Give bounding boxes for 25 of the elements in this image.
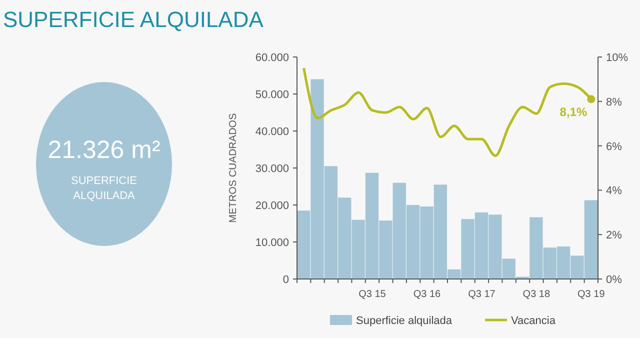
text: 21.326 m² bbox=[48, 136, 160, 164]
x-tick-label: Q3 16 bbox=[413, 289, 442, 300]
text: SUPERFICIE ALQUILADA bbox=[70, 175, 138, 202]
y2-tick-label: 0% bbox=[606, 274, 622, 286]
x-tick-label: Q3 18 bbox=[522, 289, 550, 300]
y2-tick-label: 10% bbox=[606, 52, 628, 64]
y-tick-label: 10.000 bbox=[255, 237, 289, 249]
x-tick-label: Q3 15 bbox=[358, 289, 386, 300]
data-label: 8,1% bbox=[560, 105, 588, 120]
y-tick-label: 60.000 bbox=[255, 52, 289, 64]
y2-tick-label: 4% bbox=[606, 185, 622, 198]
y-tick-label: 0 bbox=[282, 274, 289, 286]
x-tick-label: Q3 17 bbox=[468, 289, 496, 300]
y2-tick-label: 8% bbox=[606, 96, 622, 108]
y2-tick-label: 6% bbox=[606, 140, 622, 153]
x-tick-label: Q3 19 bbox=[578, 289, 606, 300]
y-tick-label: 50.000 bbox=[255, 89, 289, 101]
y-tick-label: 20.000 bbox=[255, 200, 289, 212]
y2-tick-label: 2% bbox=[606, 230, 622, 242]
y-tick-label: 40.000 bbox=[255, 126, 289, 138]
legend-label: Vacancia bbox=[511, 315, 556, 327]
y-axis-title: METROS CUADRADOS bbox=[228, 112, 239, 223]
legend-label: Superficie alquilada bbox=[356, 315, 453, 327]
y-tick-label: 30.000 bbox=[255, 163, 289, 175]
chart-title: SUPERFICIE ALQUILADA bbox=[3, 7, 264, 32]
